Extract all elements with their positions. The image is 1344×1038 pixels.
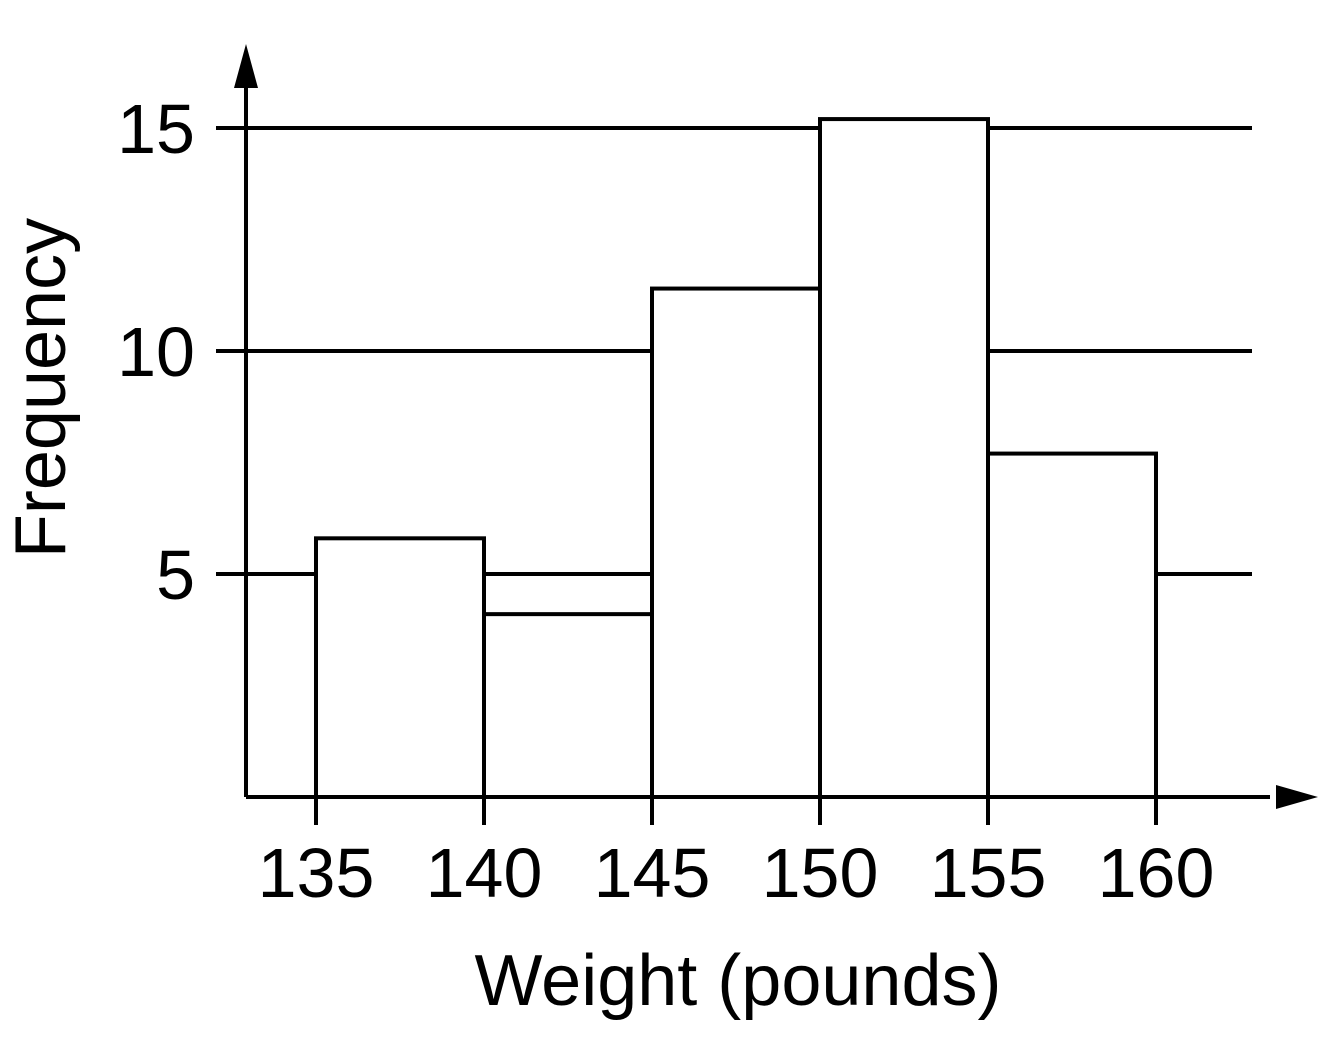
x-tick-label: 135 [258,834,375,912]
x-axis-title: Weight (pounds) [475,941,1002,1021]
y-tick-label: 15 [117,90,195,168]
histogram-bar-3 [650,286,822,799]
x-tick-labels: 135 140 145 150 155 160 [258,834,1215,912]
x-tick-label: 145 [594,834,711,912]
x-tick-label: 140 [426,834,543,912]
x-axis-arrowhead [1276,785,1318,809]
y-axis-title: Frequency [1,218,81,558]
y-tick-label: 10 [117,313,195,391]
axes [234,44,1318,825]
histogram-bar-4 [818,117,990,799]
x-tick-label: 155 [930,834,1047,912]
histogram-bar-2 [482,612,654,800]
bars [314,117,1158,800]
x-tick-label: 160 [1098,834,1215,912]
x-tick-label: 150 [762,834,879,912]
histogram-bar-5 [986,451,1158,799]
y-tick-label: 5 [156,536,195,614]
histogram-bar-1 [314,536,486,799]
y-tick-labels: 5 10 15 [117,90,195,614]
y-axis-arrowhead [234,44,258,88]
